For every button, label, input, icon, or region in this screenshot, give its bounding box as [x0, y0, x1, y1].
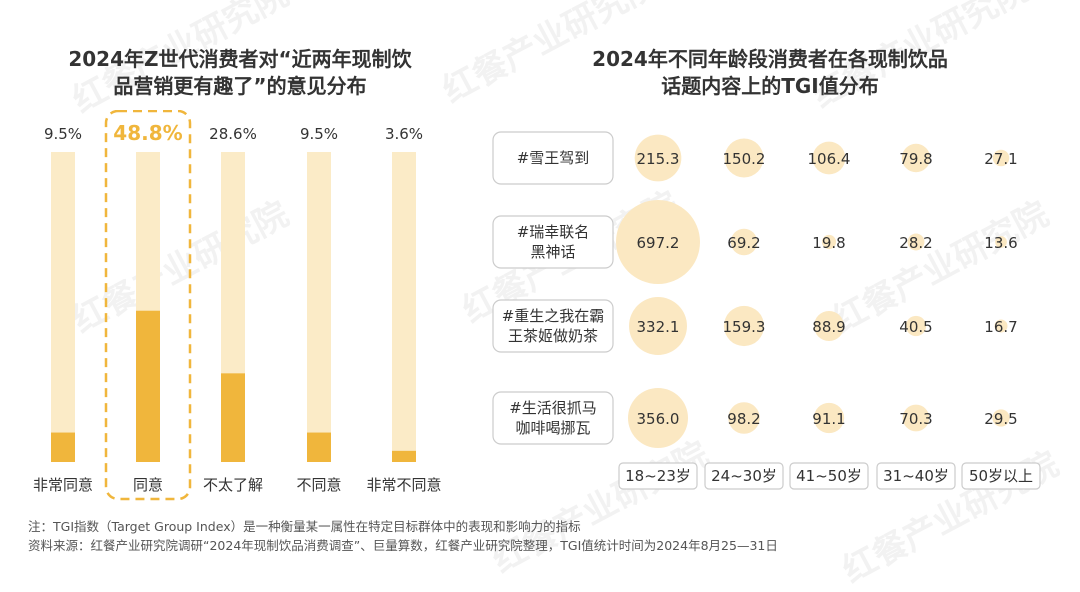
category-label: 非常同意 — [33, 476, 93, 494]
footnote-tgi: 注：TGI指数（Target Group Index）是一种衡量某一属性在特定目… — [28, 519, 581, 534]
topic-label: #生活很抓马 — [509, 399, 597, 417]
age-group-label: 50岁以上 — [969, 467, 1033, 485]
tgi-value: 69.2 — [727, 234, 760, 252]
topic-label: #雪王驾到 — [517, 149, 590, 167]
right-chart-title-line2: 话题内容上的TGI值分布 — [661, 74, 879, 98]
value-label: 9.5% — [300, 125, 338, 143]
value-label: 9.5% — [44, 125, 82, 143]
bar — [136, 310, 160, 462]
bar-track — [392, 152, 416, 462]
tgi-value: 159.3 — [723, 318, 766, 336]
tgi-bubble — [905, 315, 927, 337]
tgi-bubble — [723, 305, 765, 347]
tgi-bubble — [814, 311, 844, 341]
tgi-value: 19.8 — [812, 234, 845, 252]
tgi-bubble — [616, 200, 700, 284]
left-chart-title-line2: 品营销更有趣了”的意见分布 — [113, 74, 367, 98]
tgi-value: 98.2 — [727, 410, 760, 428]
topic-label: 咖啡喝挪瓦 — [515, 419, 590, 437]
tgi-value: 332.1 — [637, 318, 680, 336]
tgi-bubble — [994, 319, 1008, 333]
tgi-bubble — [992, 149, 1010, 167]
tgi-value: 13.6 — [984, 234, 1017, 252]
right-chart-title-line1: 2024年不同年龄段消费者在各现制饮品 — [592, 47, 948, 71]
tgi-value: 106.4 — [808, 150, 851, 168]
tgi-value: 215.3 — [637, 150, 680, 168]
tgi-value: 28.2 — [899, 234, 932, 252]
tgi-value: 16.7 — [984, 318, 1017, 336]
age-group-box — [618, 462, 698, 490]
bar-track — [307, 152, 331, 462]
age-group-label: 31~40岁 — [883, 467, 949, 485]
tgi-value: 79.8 — [899, 150, 932, 168]
topic-label-box — [492, 391, 614, 445]
age-group-box — [876, 462, 956, 490]
right-chart-title: 2024年不同年龄段消费者在各现制饮品 话题内容上的TGI值分布 — [520, 46, 1020, 100]
bar — [392, 450, 416, 462]
category-label: 不同意 — [296, 476, 341, 494]
tgi-bubble — [907, 233, 925, 251]
bar — [51, 432, 75, 462]
age-group-box — [704, 462, 784, 490]
tgi-bubble — [627, 387, 689, 449]
tgi-value: 88.9 — [812, 318, 845, 336]
tgi-bubble — [724, 138, 764, 178]
highlight-frame — [104, 110, 192, 501]
topic-label: 黑神话 — [530, 243, 575, 261]
footnote-source: 资料来源：红餐产业研究院调研“2024年现制饮品消费调查”、巨量算数，红餐产业研… — [28, 538, 778, 553]
tgi-bubble — [629, 297, 687, 355]
tgi-bubble — [813, 402, 845, 434]
opinion-bar-chart: 9.5% 非常同意 48.8% 同意 28.6% 不太了解 9.5% 不同意 3.6% 非常不同意 — [33, 110, 442, 501]
category-label: 不太了解 — [203, 476, 263, 494]
category-label: 同意 — [133, 476, 163, 494]
bar — [307, 432, 331, 462]
left-chart-title: 2024年Z世代消费者对“近两年现制饮 品营销更有趣了”的意见分布 — [20, 46, 460, 100]
tgi-bubble — [730, 228, 758, 256]
tgi-bubble — [902, 404, 930, 432]
tgi-bubble — [821, 234, 837, 250]
topic-label-box — [492, 131, 614, 185]
topic-label: #瑞幸联名 — [517, 223, 590, 241]
bar-track — [51, 152, 75, 462]
value-label: 3.6% — [385, 125, 423, 143]
category-label: 非常不同意 — [366, 476, 441, 494]
topic-label: 王茶姬做奶茶 — [508, 327, 598, 345]
topic-label-box — [492, 215, 614, 269]
age-group-box — [789, 462, 869, 490]
value-label: 48.8% — [113, 121, 182, 145]
tgi-value: 40.5 — [899, 318, 932, 336]
topic-label: #重生之我在霸 — [502, 307, 605, 325]
tgi-bubble — [812, 141, 846, 175]
tgi-bubble — [992, 409, 1010, 427]
tgi-value: 91.1 — [812, 410, 845, 428]
bar — [221, 373, 245, 462]
topic-label-box — [492, 299, 614, 353]
age-group-box — [961, 462, 1041, 490]
tgi-value: 27.1 — [984, 150, 1017, 168]
age-group-label: 18~23岁 — [625, 467, 691, 485]
age-group-label: 24~30岁 — [711, 467, 777, 485]
age-group-label: 41~50岁 — [796, 467, 862, 485]
tgi-value: 356.0 — [637, 410, 680, 428]
tgi-value: 70.3 — [899, 410, 932, 428]
tgi-bubble — [995, 236, 1007, 248]
tgi-value: 29.5 — [984, 410, 1017, 428]
left-chart-title-line1: 2024年Z世代消费者对“近两年现制饮 — [68, 47, 412, 71]
tgi-bubble — [634, 134, 682, 182]
tgi-value: 150.2 — [723, 150, 766, 168]
tgi-value: 697.2 — [637, 234, 680, 252]
value-label: 28.6% — [209, 125, 257, 143]
tgi-bubble — [728, 402, 760, 434]
tgi-bubble — [901, 143, 931, 173]
